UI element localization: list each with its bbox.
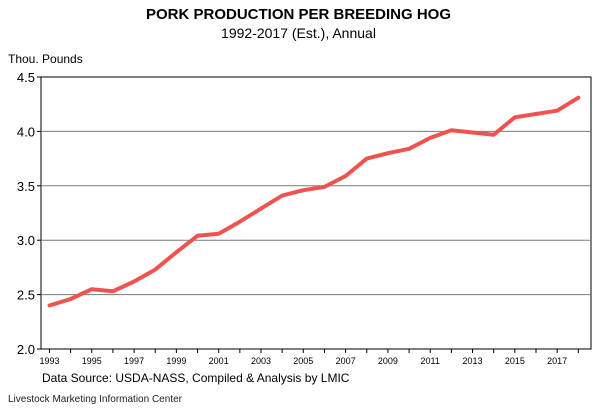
x-tick-label: 2015 bbox=[505, 356, 525, 366]
chart-title: PORK PRODUCTION PER BREEDING HOG bbox=[145, 6, 452, 23]
y-axis-label: Thou. Pounds bbox=[8, 52, 83, 66]
y-tick-label: 2.0 bbox=[17, 342, 35, 357]
x-tick-label: 2011 bbox=[421, 356, 440, 366]
x-tick-label: 2003 bbox=[251, 356, 271, 366]
x-tick-label: 1999 bbox=[166, 356, 186, 366]
chart-subtitle: 1992-2017 (Est.), Annual bbox=[221, 25, 376, 41]
x-tick-label: 1997 bbox=[124, 356, 144, 366]
y-tick-label: 4.0 bbox=[17, 124, 35, 139]
x-tick-label: 2009 bbox=[378, 356, 398, 366]
x-tick-label: 2001 bbox=[209, 356, 229, 366]
x-tick-label: 2005 bbox=[293, 356, 313, 366]
series-line bbox=[47, 95, 581, 308]
y-tick-label: 3.5 bbox=[17, 179, 35, 194]
x-tick-label: 2013 bbox=[463, 356, 483, 366]
y-tick-label: 4.5 bbox=[17, 70, 35, 85]
y-tick-label: 3.0 bbox=[17, 233, 35, 248]
data-source-note: Data Source: USDA-NASS, Compiled & Analy… bbox=[42, 371, 350, 385]
plot-frame bbox=[40, 76, 592, 350]
footer-credit: Livestock Marketing Information Center bbox=[8, 394, 182, 405]
x-tick-label: 2017 bbox=[547, 356, 567, 366]
y-tick-label: 2.5 bbox=[17, 288, 35, 303]
x-tick-label: 2007 bbox=[336, 356, 356, 366]
x-tick-label: 1993 bbox=[39, 356, 59, 366]
x-tick-label: 1995 bbox=[82, 356, 102, 366]
